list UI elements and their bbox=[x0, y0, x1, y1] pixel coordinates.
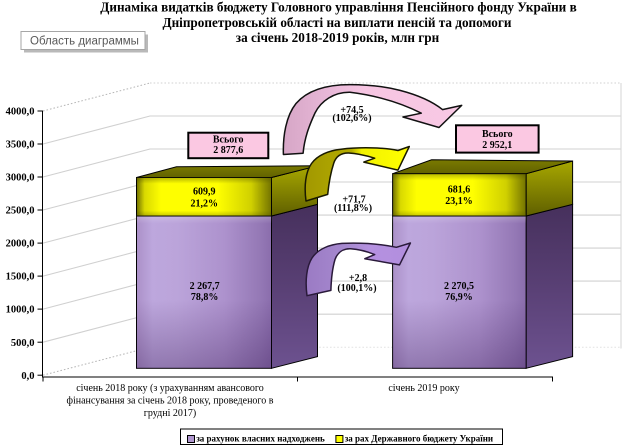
svg-text:Область диаграммы: Область диаграммы bbox=[30, 36, 139, 48]
svg-text:2000,0: 2000,0 bbox=[6, 239, 35, 250]
svg-text:4000,0: 4000,0 bbox=[6, 107, 35, 118]
svg-text:2 877,6: 2 877,6 bbox=[213, 145, 243, 156]
svg-text:(102,6%): (102,6%) bbox=[332, 113, 371, 124]
svg-text:1000,0: 1000,0 bbox=[6, 305, 35, 316]
svg-text:за рахунок власних надходжень: за рахунок власних надходжень bbox=[196, 434, 325, 444]
svg-text:76,9%: 76,9% bbox=[445, 292, 473, 303]
svg-text:+74,5: +74,5 bbox=[340, 105, 363, 116]
svg-text:2 267,7: 2 267,7 bbox=[190, 281, 220, 292]
svg-text:3000,0: 3000,0 bbox=[6, 173, 35, 184]
svg-text:3500,0: 3500,0 bbox=[6, 140, 35, 151]
svg-text:грудні 2017): грудні 2017) bbox=[144, 408, 196, 419]
svg-text:609,9: 609,9 bbox=[193, 187, 216, 198]
svg-text:Дніпропетровській області на в: Дніпропетровській області на виплати пен… bbox=[163, 15, 512, 30]
svg-text:січень 2019 року: січень 2019 року bbox=[388, 383, 459, 394]
svg-text:2 952,1: 2 952,1 bbox=[482, 140, 512, 151]
svg-text:2500,0: 2500,0 bbox=[6, 206, 35, 217]
svg-text:Всього: Всього bbox=[213, 134, 244, 145]
svg-text:2 270,5: 2 270,5 bbox=[444, 281, 474, 292]
svg-text:+71,7: +71,7 bbox=[342, 194, 365, 205]
svg-text:Всього: Всього bbox=[482, 129, 513, 140]
svg-text:23,1%: 23,1% bbox=[445, 196, 473, 207]
svg-text:+2,8: +2,8 bbox=[349, 273, 367, 284]
svg-text:500,0: 500,0 bbox=[11, 338, 35, 349]
svg-text:(111,8%): (111,8%) bbox=[334, 203, 372, 214]
svg-text:21,2%: 21,2% bbox=[191, 198, 219, 209]
svg-text:1500,0: 1500,0 bbox=[6, 272, 35, 283]
svg-text:0,0: 0,0 bbox=[21, 371, 34, 382]
svg-text:(100,1%): (100,1%) bbox=[337, 283, 376, 294]
svg-text:78,8%: 78,8% bbox=[191, 292, 219, 303]
svg-text:Динаміка видатків бюджету Голо: Динаміка видатків бюджету Головного упра… bbox=[100, 0, 576, 15]
svg-text:за рах Державного бюджету Укра: за рах Державного бюджету України bbox=[345, 434, 493, 444]
svg-text:січень 2018 року (з урахування: січень 2018 року (з урахуванням авансово… bbox=[76, 383, 264, 394]
svg-text:681,6: 681,6 bbox=[448, 184, 471, 195]
svg-text:за січень 2018-2019 років, млн: за січень 2018-2019 років, млн грн bbox=[236, 30, 440, 45]
svg-text:фінансування за січень 2018 ро: фінансування за січень 2018 року, провед… bbox=[66, 396, 273, 407]
